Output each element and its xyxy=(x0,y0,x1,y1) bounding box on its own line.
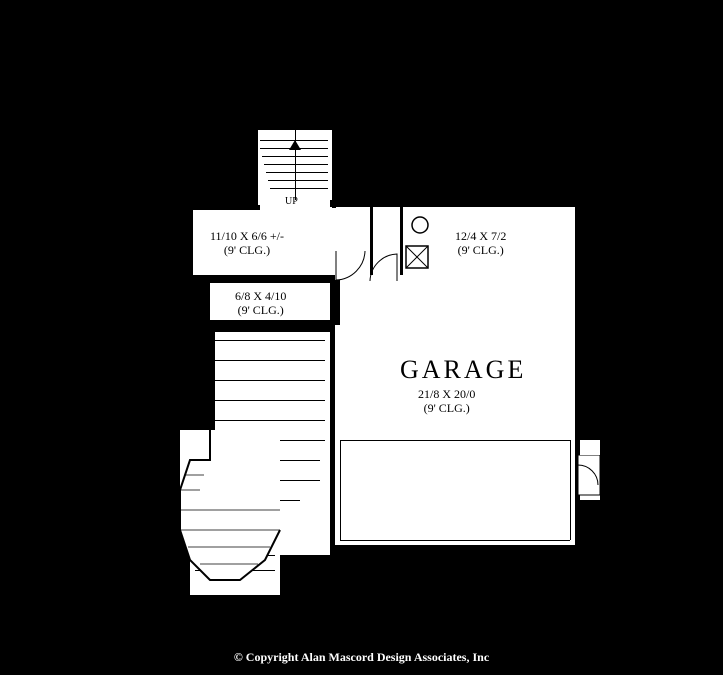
thin-line xyxy=(215,420,325,421)
garage-title: GARAGE xyxy=(400,355,526,385)
wall-segment xyxy=(200,320,330,332)
wall-segment xyxy=(255,130,258,208)
room-12-4-label: 12/4 X 7/2 (9' CLG.) xyxy=(455,230,506,258)
thin-line xyxy=(215,360,325,361)
thin-line xyxy=(215,340,325,341)
copyright-text: © Copyright Alan Mascord Design Associat… xyxy=(0,650,723,665)
wall-segment xyxy=(330,200,580,207)
floor-plan-canvas: UP 11/10 X 6/6 +/- (9' CLG.) 6/8 X 4/10 … xyxy=(0,0,723,675)
thin-line xyxy=(215,380,325,381)
side-door-icon xyxy=(578,455,608,505)
thin-line xyxy=(264,164,328,165)
toilet-icon xyxy=(410,215,430,235)
thin-line xyxy=(340,440,341,540)
wall-segment xyxy=(330,280,340,325)
door-swing-icon xyxy=(368,252,398,282)
thin-line xyxy=(340,440,570,441)
thin-line xyxy=(268,180,328,181)
thin-line xyxy=(570,440,571,540)
garage-dim-label: 21/8 X 20/0 (9' CLG.) xyxy=(418,388,475,416)
wall-segment xyxy=(332,130,336,208)
appliance-icon xyxy=(405,245,431,271)
up-label: UP xyxy=(285,196,298,208)
wall-segment xyxy=(330,325,335,555)
wall-segment xyxy=(185,205,260,210)
room-6-8-label: 6/8 X 4/10 (9' CLG.) xyxy=(235,290,286,318)
room-11-10-label: 11/10 X 6/6 +/- (9' CLG.) xyxy=(210,230,284,258)
wall-segment xyxy=(330,545,580,552)
wall-segment xyxy=(185,275,335,283)
thin-line xyxy=(215,400,325,401)
thin-line xyxy=(270,188,328,189)
stair-octagon-icon xyxy=(170,430,300,600)
stair-up-arrow-icon xyxy=(289,140,301,150)
wall-segment xyxy=(185,205,193,280)
wall-segment xyxy=(210,325,215,445)
door-swing-icon xyxy=(335,250,367,282)
thin-line xyxy=(340,540,570,541)
wall-segment xyxy=(400,205,403,275)
thin-line xyxy=(266,172,328,173)
